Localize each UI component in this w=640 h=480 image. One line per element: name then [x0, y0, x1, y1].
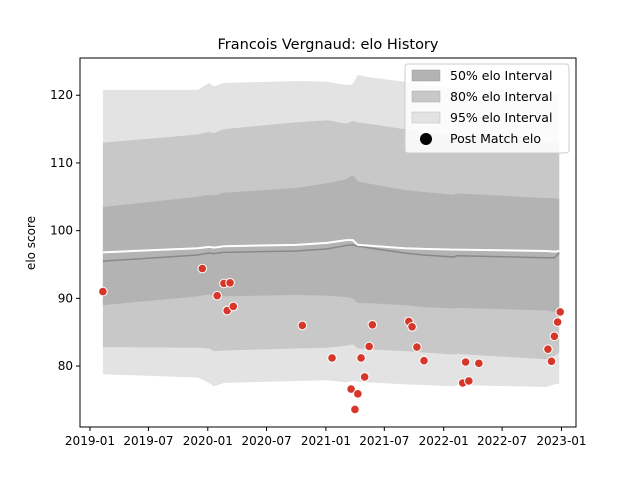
data-point: [228, 301, 239, 312]
data-point: [419, 355, 429, 366]
data-point: [474, 358, 484, 369]
y-tick-label: 110: [50, 156, 73, 170]
median-line: [102, 244, 560, 262]
data-point: [350, 404, 360, 415]
legend-swatch-50: [411, 69, 441, 82]
axes-frame: [79, 57, 577, 428]
data-point: [359, 372, 370, 382]
legend-swatch-80: [411, 90, 441, 103]
data-point: [225, 277, 235, 288]
y-tick-label: 80: [58, 359, 73, 373]
legend-box: [404, 63, 570, 154]
data-point: [549, 331, 560, 342]
y-axis-ticks: 80 90 100 110 120: [50, 88, 80, 373]
data-point: [327, 353, 337, 363]
legend-label-95: 95% elo Interval: [450, 110, 552, 125]
data-point: [353, 389, 363, 399]
x-axis-ticks: 2019-01 2019-07 2020-01 2020-07 2021-01 2021-…: [65, 427, 587, 448]
x-tick-label: 2019-07: [123, 434, 173, 448]
y-tick-label: 120: [50, 88, 73, 102]
data-point: [555, 307, 565, 317]
mean-line: [102, 239, 560, 254]
legend-label-points: Post Match elo: [450, 131, 541, 146]
x-tick-label: 2021-07: [359, 434, 409, 448]
data-point: [543, 344, 553, 354]
post-match-points: [98, 263, 565, 415]
legend-label-50: 50% elo Interval: [450, 68, 552, 83]
data-point: [464, 376, 474, 386]
x-tick-label: 2020-07: [241, 434, 291, 448]
data-point: [356, 353, 366, 363]
x-tick-label: 2019-01: [65, 434, 115, 448]
y-axis-label: elo score: [24, 216, 38, 270]
x-tick-label: 2021-01: [301, 434, 351, 448]
trend-lines: [102, 239, 560, 262]
data-point: [460, 357, 471, 367]
data-point: [407, 321, 417, 332]
x-tick-label: 2022-07: [477, 434, 527, 448]
y-tick-label: 100: [50, 224, 73, 238]
chart-title: Francois Vergnaud: elo History: [218, 37, 439, 53]
data-point: [297, 320, 308, 331]
legend-swatch-95: [411, 111, 441, 124]
data-point: [546, 356, 557, 367]
data-point: [98, 286, 108, 297]
legend-marker-points: [420, 133, 432, 145]
legend-label-80: 80% elo Interval: [450, 89, 552, 104]
legend: 50% elo Interval 80% elo Interval 95% el…: [404, 63, 570, 154]
band-50: [102, 175, 560, 312]
x-tick-label: 2022-01: [419, 434, 469, 448]
data-point: [346, 384, 356, 394]
x-tick-label: 2020-01: [183, 434, 233, 448]
data-point: [552, 317, 563, 327]
data-point: [412, 342, 422, 352]
x-tick-label: 2023-01: [536, 434, 586, 448]
y-tick-label: 90: [58, 291, 73, 305]
data-point: [197, 263, 208, 274]
data-point: [364, 341, 374, 352]
data-point: [367, 319, 378, 330]
data-point: [212, 290, 222, 301]
